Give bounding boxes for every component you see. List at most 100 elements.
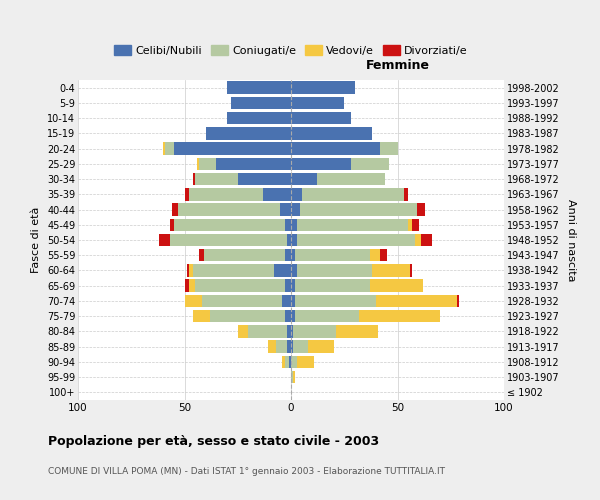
Bar <box>187 264 189 276</box>
Bar <box>302 188 404 200</box>
Bar <box>193 264 274 276</box>
Bar <box>189 188 263 200</box>
Bar <box>291 325 293 338</box>
Bar <box>410 264 412 276</box>
Bar <box>203 249 284 262</box>
Bar <box>308 340 334 353</box>
Bar <box>232 96 291 109</box>
Bar <box>415 234 421 246</box>
Bar <box>298 234 415 246</box>
Bar <box>291 294 295 307</box>
Bar <box>293 340 308 353</box>
Bar <box>293 371 295 384</box>
Bar <box>298 264 372 276</box>
Bar <box>185 188 189 200</box>
Bar <box>280 204 291 216</box>
Bar <box>291 264 298 276</box>
Bar <box>210 310 284 322</box>
Bar <box>298 356 314 368</box>
Bar <box>370 249 380 262</box>
Bar <box>193 173 195 186</box>
Bar <box>199 158 217 170</box>
Bar <box>284 310 291 322</box>
Bar <box>295 249 370 262</box>
Bar <box>174 142 291 155</box>
Bar <box>195 173 238 186</box>
Bar <box>416 204 425 216</box>
Bar <box>263 188 291 200</box>
Text: COMUNE DI VILLA POMA (MN) - Dati ISTAT 1° gennaio 2003 - Elaborazione TUTTITALIA: COMUNE DI VILLA POMA (MN) - Dati ISTAT 1… <box>48 468 445 476</box>
Bar <box>287 340 291 353</box>
Text: Popolazione per età, sesso e stato civile - 2003: Popolazione per età, sesso e stato civil… <box>48 435 379 448</box>
Bar <box>174 218 284 231</box>
Bar <box>193 310 210 322</box>
Bar <box>372 264 410 276</box>
Bar <box>283 294 291 307</box>
Bar <box>166 142 174 155</box>
Bar <box>197 158 199 170</box>
Bar <box>408 218 412 231</box>
Bar <box>287 325 291 338</box>
Bar <box>359 310 440 322</box>
Bar <box>380 249 387 262</box>
Bar <box>195 280 284 292</box>
Bar <box>412 218 419 231</box>
Bar <box>350 158 389 170</box>
Bar <box>199 249 203 262</box>
Bar <box>291 127 372 140</box>
Bar <box>370 280 423 292</box>
Y-axis label: Anni di nascita: Anni di nascita <box>566 198 577 281</box>
Bar <box>227 112 291 124</box>
Bar <box>457 294 459 307</box>
Bar <box>159 234 170 246</box>
Y-axis label: Fasce di età: Fasce di età <box>31 207 41 273</box>
Bar <box>276 340 287 353</box>
Bar <box>274 264 291 276</box>
Bar <box>291 310 295 322</box>
Bar <box>227 82 291 94</box>
Bar <box>172 204 178 216</box>
Bar <box>287 234 291 246</box>
Bar <box>289 356 291 368</box>
Bar <box>189 264 193 276</box>
Bar <box>283 356 284 368</box>
Bar <box>295 294 376 307</box>
Bar <box>284 249 291 262</box>
Bar <box>295 280 370 292</box>
Bar <box>202 294 283 307</box>
Bar <box>291 173 317 186</box>
Bar <box>178 204 280 216</box>
Bar <box>291 356 298 368</box>
Bar <box>293 325 336 338</box>
Bar <box>380 142 398 155</box>
Bar <box>291 158 350 170</box>
Text: Femmine: Femmine <box>365 59 430 72</box>
Bar <box>336 325 379 338</box>
Bar <box>291 204 299 216</box>
Bar <box>185 294 202 307</box>
Bar <box>189 280 195 292</box>
Bar <box>238 325 248 338</box>
Bar <box>295 310 359 322</box>
Bar <box>238 173 291 186</box>
Bar <box>284 218 291 231</box>
Bar <box>170 218 174 231</box>
Bar <box>404 188 408 200</box>
Bar <box>185 280 189 292</box>
Bar <box>291 249 295 262</box>
Bar <box>284 356 289 368</box>
Bar <box>291 218 298 231</box>
Bar <box>291 112 350 124</box>
Bar <box>284 280 291 292</box>
Bar <box>206 127 291 140</box>
Bar <box>248 325 287 338</box>
Bar <box>376 294 457 307</box>
Bar <box>291 280 295 292</box>
Bar <box>291 188 302 200</box>
Legend: Celibi/Nubili, Coniugati/e, Vedovi/e, Divorziati/e: Celibi/Nubili, Coniugati/e, Vedovi/e, Di… <box>110 41 472 60</box>
Bar <box>421 234 431 246</box>
Bar <box>299 204 416 216</box>
Bar <box>291 96 344 109</box>
Bar <box>298 218 408 231</box>
Bar <box>291 340 293 353</box>
